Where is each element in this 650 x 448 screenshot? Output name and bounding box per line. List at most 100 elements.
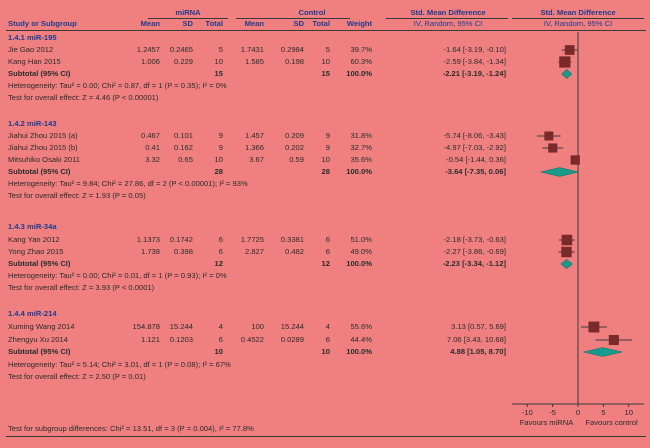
header-underline-smd-graph — [512, 18, 644, 19]
header-mean1: Mean — [140, 19, 160, 28]
subgroup-differences-text: Test for subgroup differences: Chi² = 13… — [8, 424, 254, 433]
overall-effect-text: Test for overall effect: Z = 4.46 (P < 0… — [8, 93, 159, 102]
study-mean1: 0.467 — [140, 131, 160, 140]
study-total2: 10 — [321, 57, 330, 66]
overall-effect-text: Test for overall effect: Z = 2.50 (P = 0… — [8, 372, 146, 381]
study-sd1: 0.1742 — [169, 235, 193, 244]
study-name: Jie Gao 2012 — [8, 45, 54, 54]
study-mean2: 0.4522 — [240, 335, 264, 344]
study-weight: 60.3% — [350, 57, 372, 66]
study-mean2: 1.7725 — [240, 235, 264, 244]
subtotal-weight: 100.0% — [346, 167, 372, 176]
study-ci: -4.97 [-7.03, -2.92] — [443, 143, 506, 152]
subtotal-diamond — [561, 69, 573, 79]
study-weight: 35.6% — [350, 155, 372, 164]
study-mean1: 154.878 — [132, 322, 160, 331]
study-name: Kang Yan 2012 — [8, 235, 60, 244]
study-total1: 6 — [218, 335, 223, 344]
study-total2: 9 — [325, 131, 330, 140]
study-weight: 51.0% — [350, 235, 372, 244]
study-mean2: 1.457 — [244, 131, 264, 140]
study-weight: 31.8% — [350, 131, 372, 140]
study-mean1: 3.32 — [145, 155, 160, 164]
overall-effect-text: Test for overall effect: Z = 3.93 (P < 0… — [8, 283, 155, 292]
subtotal-total1: 10 — [214, 347, 223, 356]
study-name: Xuming Wang 2014 — [8, 322, 75, 331]
study-sd1: 0.2465 — [169, 45, 193, 54]
header-total1: Total — [205, 19, 223, 28]
study-total2: 6 — [325, 335, 330, 344]
header-smd-numeric: Std. Mean Difference — [410, 8, 486, 17]
subtotal-ci: -3.64 [-7.35, 0.06] — [445, 167, 506, 176]
study-ci: 7.06 [3.43, 10.68] — [446, 335, 506, 344]
header-mirna-group: miRNA — [175, 8, 201, 17]
study-mean2: 1.585 — [244, 57, 264, 66]
favours-control-label: Favours control — [585, 418, 638, 427]
overall-effect-text: Test for overall effect: Z = 1.93 (P = 0… — [8, 191, 146, 200]
study-mean2: 100 — [251, 322, 264, 331]
study-ci: -1.64 [-3.19, -0.10] — [443, 45, 506, 54]
study-sd2: 0.59 — [289, 155, 304, 164]
subtotal-diamond — [560, 259, 573, 269]
subgroup-title: 1.4.4 miR-214 — [8, 309, 57, 318]
study-total1: 6 — [218, 247, 223, 256]
study-name: Yong Zhao 2015 — [8, 247, 64, 256]
study-marker — [564, 45, 575, 55]
header-smd-graph: Std. Mean Difference — [540, 8, 616, 17]
study-marker — [544, 131, 554, 141]
study-sd2: 0.3381 — [280, 235, 304, 244]
subtotal-ci: -2.21 [-3.19, -1.24] — [442, 69, 506, 78]
subtotal-diamond — [540, 167, 579, 177]
study-sd1: 0.1203 — [169, 335, 193, 344]
study-weight: 44.4% — [350, 335, 372, 344]
x-tick-label: -5 — [549, 408, 556, 417]
header-total2: Total — [312, 19, 330, 28]
study-marker — [559, 56, 571, 68]
study-ci: -5.74 [-8.06, -3.43] — [443, 131, 506, 140]
study-sd2: 0.202 — [284, 143, 304, 152]
study-weight: 49.0% — [350, 247, 372, 256]
subtotal-label: Subtotal (95% CI) — [8, 167, 71, 176]
study-mean2: 1.366 — [244, 143, 264, 152]
study-marker — [548, 143, 558, 153]
subtotal-total1: 15 — [214, 69, 223, 78]
subgroup-title: 1.4.3 miR-34a — [8, 222, 57, 231]
header-control-group: Control — [298, 8, 326, 17]
study-marker — [561, 234, 573, 246]
subtotal-total2: 28 — [321, 167, 330, 176]
x-tick-label: -10 — [522, 408, 533, 417]
study-total1: 9 — [218, 131, 223, 140]
study-mean1: 1.1373 — [136, 235, 160, 244]
subtotal-label: Subtotal (95% CI) — [8, 259, 71, 268]
study-name: Jiahui Zhou 2015 (b) — [8, 143, 78, 152]
study-ci: -0.54 [-1.44, 0.36] — [446, 155, 506, 164]
header-underline-mirna — [148, 18, 228, 19]
study-sd1: 0.229 — [173, 57, 193, 66]
study-marker — [588, 321, 600, 333]
study-sd2: 0.482 — [284, 247, 304, 256]
study-sd2: 15.244 — [280, 322, 304, 331]
study-weight: 32.7% — [350, 143, 372, 152]
header-sd2: SD — [293, 19, 304, 28]
subtotal-total2: 10 — [321, 347, 330, 356]
subtotal-total1: 28 — [214, 167, 223, 176]
study-total2: 5 — [325, 45, 330, 54]
subtotal-label: Subtotal (95% CI) — [8, 69, 71, 78]
study-total1: 6 — [218, 235, 223, 244]
heterogeneity-text: Heterogeneity: Tau² = 5.14; Chi² = 3.01,… — [8, 360, 231, 369]
subtotal-weight: 100.0% — [346, 259, 372, 268]
study-mean2: 1.7431 — [240, 45, 264, 54]
study-total2: 6 — [325, 235, 330, 244]
study-ci: 3.13 [0.57, 5.69] — [451, 322, 506, 331]
subtotal-weight: 100.0% — [346, 347, 372, 356]
study-name: Jiahui Zhou 2015 (a) — [8, 131, 78, 140]
study-ci: -2.59 [-3.84, -1.34] — [443, 57, 506, 66]
study-name: Kang Han 2015 — [8, 57, 61, 66]
study-mean1: 1.2457 — [136, 45, 160, 54]
study-total1: 10 — [214, 57, 223, 66]
study-mean1: 0.41 — [145, 143, 160, 152]
heterogeneity-text: Heterogeneity: Tau² = 0.00; Chi² = 0.01,… — [8, 271, 227, 280]
subtotal-weight: 100.0% — [346, 69, 372, 78]
study-name: Mitsuhiko Osaki 2011 — [8, 155, 81, 164]
study-total2: 9 — [325, 143, 330, 152]
